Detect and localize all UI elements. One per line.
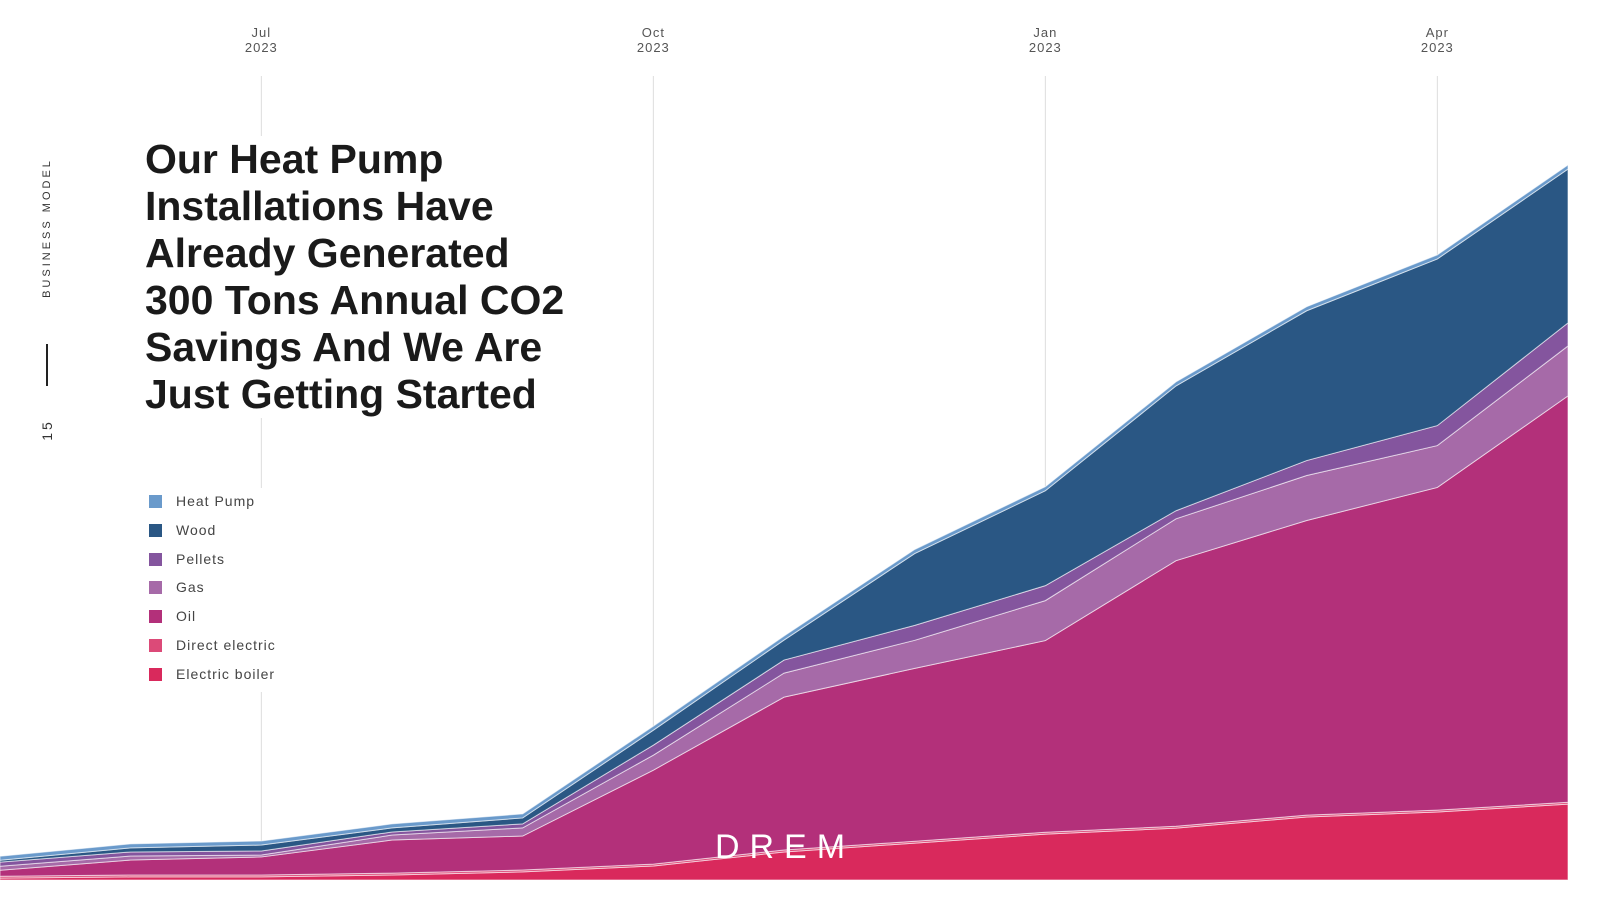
separator xyxy=(46,344,48,386)
area xyxy=(0,164,1569,861)
legend-swatch xyxy=(149,581,162,595)
x-tick-label: Apr 2023 xyxy=(1420,25,1454,55)
legend-swatch xyxy=(149,495,162,508)
legend-label: Electric boiler xyxy=(176,665,276,682)
legend-label: Gas xyxy=(176,579,205,596)
legend-label: Oil xyxy=(176,608,197,625)
logo: DREM xyxy=(714,828,856,866)
legend-label: Wood xyxy=(176,521,217,538)
x-tick-label: Jan 2023 xyxy=(1028,25,1062,55)
legend-swatch xyxy=(149,523,162,537)
slide-title: Our Heat Pump Installations Have Already… xyxy=(145,136,575,418)
page-number: 15 xyxy=(39,419,55,441)
legend-label: Heat Pump xyxy=(176,493,256,509)
legend-label: Pellets xyxy=(176,550,226,567)
legend: Heat Pump Wood Pellets Gas Oil Direct electri… xyxy=(140,488,310,692)
legend-swatch xyxy=(149,552,162,566)
legend-swatch xyxy=(149,667,162,681)
legend-swatch xyxy=(149,610,162,624)
legend-swatch xyxy=(149,639,162,652)
legend-label: Direct electric xyxy=(176,637,276,653)
x-tick-label: Jul 2023 xyxy=(244,25,278,55)
x-tick-label: Oct 2023 xyxy=(636,25,670,55)
section-label: BUSINESS MODEL xyxy=(41,158,53,298)
